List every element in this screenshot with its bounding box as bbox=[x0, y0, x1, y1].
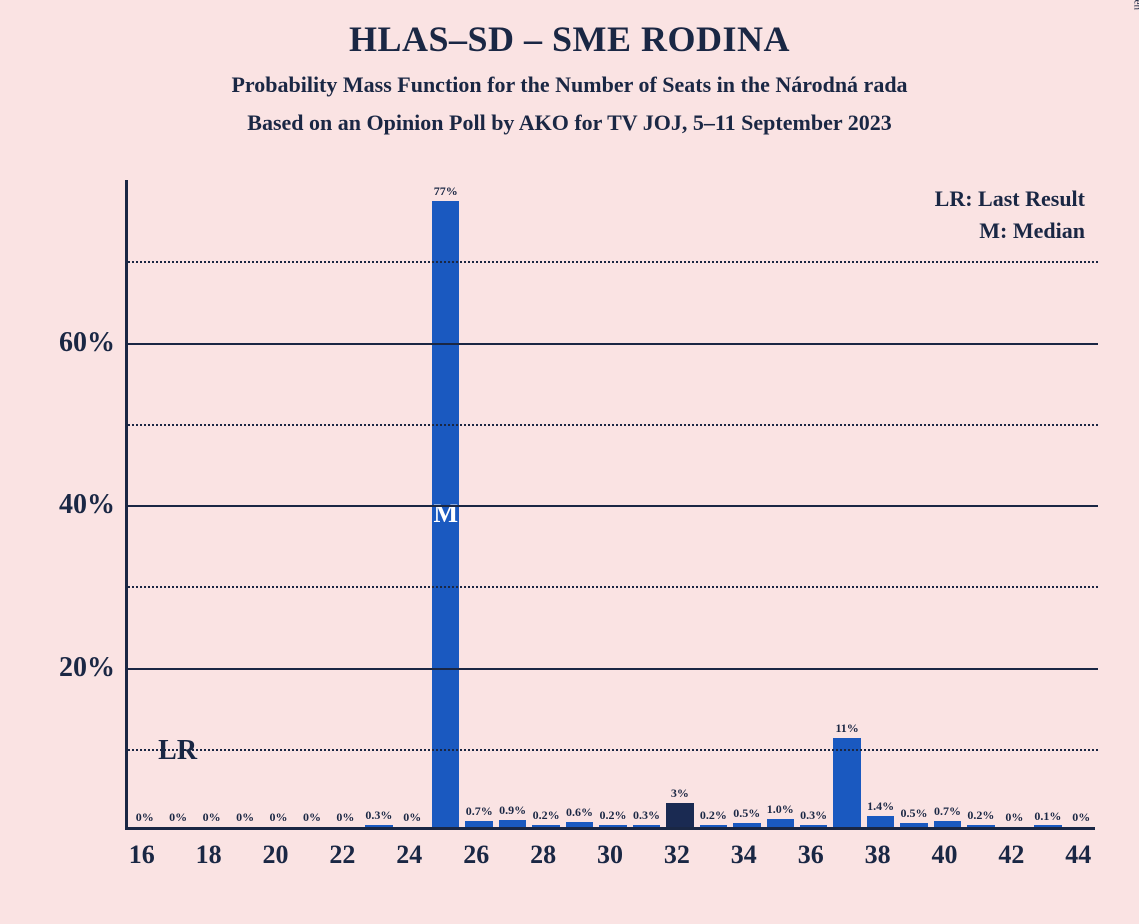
bar: M bbox=[432, 201, 459, 827]
bar-value-label: 0.2% bbox=[700, 808, 727, 825]
gridline-minor bbox=[128, 586, 1098, 588]
bar-value-label: 0% bbox=[1072, 810, 1090, 827]
chart-area: 0% 0% 0% 0% 0% 0% 0% 0.3% 0% M 77% 0.7% 0.9% 0.2% 0.6%… bbox=[125, 180, 1095, 830]
x-tick-label: 38 bbox=[865, 840, 891, 870]
copyright-text: © 2023 Filip van Laenen bbox=[1131, 0, 1139, 10]
x-tick-label: 30 bbox=[597, 840, 623, 870]
bar-value-label: 1.4% bbox=[867, 799, 894, 816]
bar-value-label: 0.6% bbox=[566, 805, 593, 822]
bar-value-label: 0% bbox=[270, 810, 288, 827]
x-axis: 16 18 20 22 24 26 28 30 32 34 36 38 40 42 44 bbox=[125, 840, 1095, 880]
x-tick-label: 20 bbox=[263, 840, 289, 870]
x-tick-label: 42 bbox=[998, 840, 1024, 870]
bar-value-label: 0.5% bbox=[901, 806, 928, 823]
gridline-minor bbox=[128, 749, 1098, 751]
bar-value-label: 11% bbox=[835, 721, 858, 738]
legend-lr: LR: Last Result bbox=[935, 186, 1085, 212]
bar-value-label: 0.2% bbox=[599, 808, 626, 825]
bar-value-label: 77% bbox=[434, 184, 458, 201]
x-tick-label: 22 bbox=[329, 840, 355, 870]
gridline-minor bbox=[128, 424, 1098, 426]
bar-value-label: 0.3% bbox=[365, 808, 392, 825]
bar bbox=[499, 820, 526, 827]
bar-value-label: 0.2% bbox=[533, 808, 560, 825]
bar-value-label: 0% bbox=[1005, 810, 1023, 827]
bar-value-label: 0.7% bbox=[934, 804, 961, 821]
plot-frame: 0% 0% 0% 0% 0% 0% 0% 0.3% 0% M 77% 0.7% 0.9% 0.2% 0.6%… bbox=[125, 180, 1095, 830]
bar bbox=[900, 823, 927, 827]
bar-value-label: 0% bbox=[303, 810, 321, 827]
x-tick-label: 40 bbox=[931, 840, 957, 870]
bar bbox=[767, 819, 794, 827]
bar bbox=[666, 803, 693, 827]
bar-value-label: 0% bbox=[136, 810, 154, 827]
x-tick-label: 18 bbox=[196, 840, 222, 870]
x-tick-label: 26 bbox=[463, 840, 489, 870]
bar bbox=[365, 825, 392, 827]
lr-annotation: LR bbox=[158, 735, 197, 767]
median-annotation: M bbox=[433, 499, 458, 529]
bar-value-label: 0.7% bbox=[466, 804, 493, 821]
bar-value-label: 0.3% bbox=[633, 808, 660, 825]
gridline-major bbox=[128, 343, 1098, 345]
bar bbox=[867, 816, 894, 827]
bar bbox=[733, 823, 760, 827]
bar-value-label: 0% bbox=[169, 810, 187, 827]
bar-value-label: 0.9% bbox=[499, 803, 526, 820]
chart-subtitle-2: Based on an Opinion Poll by AKO for TV J… bbox=[0, 110, 1139, 136]
bars-container: 0% 0% 0% 0% 0% 0% 0% 0.3% 0% M 77% 0.7% 0.9% 0.2% 0.6%… bbox=[128, 177, 1098, 827]
bar bbox=[800, 825, 827, 827]
chart-title: HLAS–SD – SME RODINA bbox=[0, 0, 1139, 60]
bar-value-label: 1.0% bbox=[767, 802, 794, 819]
bar-value-label: 0% bbox=[336, 810, 354, 827]
bar-value-label: 0% bbox=[236, 810, 254, 827]
bar-value-label: 0.2% bbox=[967, 808, 994, 825]
chart-subtitle-1: Probability Mass Function for the Number… bbox=[0, 72, 1139, 98]
bar bbox=[465, 821, 492, 827]
bar-value-label: 0.1% bbox=[1034, 809, 1061, 826]
legend-m: M: Median bbox=[935, 218, 1085, 244]
x-tick-label: 32 bbox=[664, 840, 690, 870]
bar-value-label: 0% bbox=[403, 810, 421, 827]
y-tick-label: 20% bbox=[15, 652, 115, 684]
y-tick-label: 60% bbox=[15, 327, 115, 359]
bar bbox=[566, 822, 593, 827]
bar-value-label: 0.3% bbox=[800, 808, 827, 825]
gridline-major bbox=[128, 668, 1098, 670]
y-tick-label: 40% bbox=[15, 489, 115, 521]
legend: LR: Last Result M: Median bbox=[935, 186, 1085, 244]
bar-value-label: 3% bbox=[671, 786, 689, 803]
x-tick-label: 16 bbox=[129, 840, 155, 870]
gridline-minor bbox=[128, 261, 1098, 263]
bar bbox=[633, 825, 660, 827]
bar bbox=[833, 738, 860, 827]
x-tick-label: 28 bbox=[530, 840, 556, 870]
gridline-major bbox=[128, 505, 1098, 507]
x-tick-label: 34 bbox=[731, 840, 757, 870]
bar bbox=[934, 821, 961, 827]
x-tick-label: 36 bbox=[798, 840, 824, 870]
bar-value-label: 0% bbox=[203, 810, 221, 827]
x-tick-label: 44 bbox=[1065, 840, 1091, 870]
x-tick-label: 24 bbox=[396, 840, 422, 870]
bar-value-label: 0.5% bbox=[733, 806, 760, 823]
